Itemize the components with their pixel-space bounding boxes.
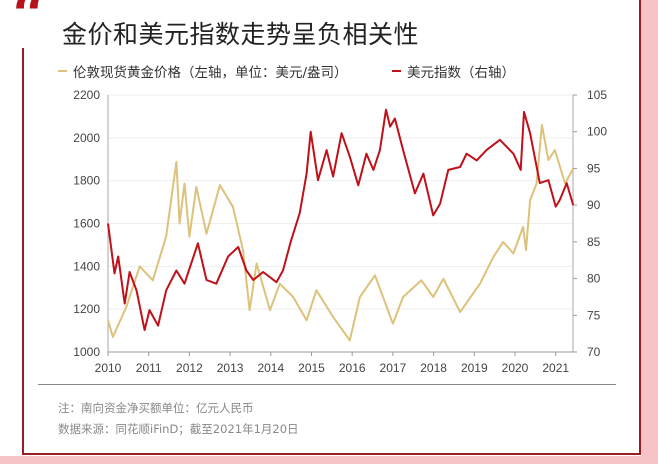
series-line-dxy [107,108,575,331]
x-tick-label: 2012 [176,361,203,375]
x-tick-label: 2019 [461,361,488,375]
y-right-tick-label: 95 [587,161,601,175]
quote-mark-icon: “ [12,0,47,51]
legend-swatch-dxy [392,70,401,72]
data-source: 数据来源：同花顺iFinD；截至2021年1月20日 [58,422,299,436]
footnote: 注：南向资金净买额单位：亿元人民币 [58,401,254,415]
y-left-tick-label: 1400 [73,259,100,273]
y-right-tick-label: 80 [587,272,601,286]
legend-swatch-gold [58,70,67,72]
x-tick-label: 2014 [257,361,284,375]
y-right-tick-label: 100 [587,125,607,139]
x-tick-label: 2011 [136,361,162,375]
x-tick-label: 2017 [380,361,407,375]
legend-label-gold: 伦敦现货黄金价格（左轴，单位：美元/盎司） [73,65,348,81]
x-tick-label: 2015 [298,361,325,375]
x-tick-label: 2010 [95,361,122,375]
y-left-tick-label: 2200 [73,88,100,102]
x-tick-label: 2020 [502,361,529,375]
y-left-tick-label: 1800 [73,174,100,188]
x-tick-label: 2013 [217,361,244,375]
page-background-right [641,0,658,464]
chart-card [22,0,641,455]
x-tick-label: 2021 [542,361,569,375]
y-right-tick-label: 85 [587,235,601,249]
chart-title: 金价和美元指数走势呈负相关性 [62,20,420,49]
x-tick-label: 2018 [420,361,447,375]
divider [38,384,616,385]
y-left-tick-label: 1600 [73,217,100,231]
y-left-tick-label: 1000 [73,345,100,359]
legend-item-gold: 伦敦现货黄金价格（左轴，单位：美元/盎司） [58,61,348,81]
y-right-tick-label: 90 [587,198,601,212]
series-line-gold [107,124,575,342]
y-left-tick-label: 2000 [73,131,100,145]
y-right-tick-label: 70 [587,345,601,359]
legend-label-dxy: 美元指数（右轴） [407,65,515,81]
legend-item-dxy: 美元指数（右轴） [392,61,515,81]
y-right-tick-label: 75 [587,308,601,322]
x-tick-label: 2016 [339,361,366,375]
y-left-tick-label: 1200 [73,302,100,316]
y-right-tick-label: 105 [587,88,607,102]
page-background-bottom [0,456,658,464]
